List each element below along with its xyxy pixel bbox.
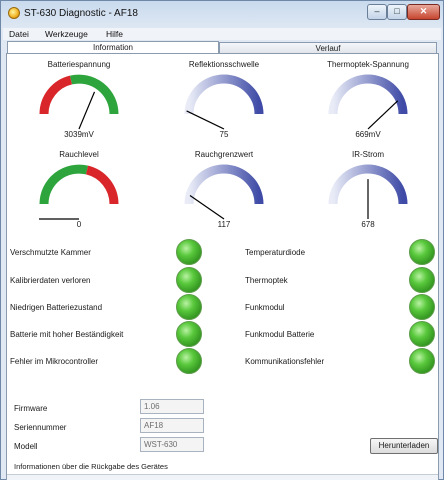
status-temperaturdiode: Temperaturdiode xyxy=(245,248,306,257)
led-batteriezustand-indicator xyxy=(176,294,202,320)
app-logo-icon xyxy=(8,7,20,19)
gauge-value: 75 xyxy=(219,130,229,139)
tab-information[interactable]: Information xyxy=(7,41,219,54)
return-info-panel xyxy=(7,474,438,480)
gauge-dial xyxy=(39,164,119,220)
led-temperaturdiode-indicator xyxy=(409,239,435,265)
gauge-value: 678 xyxy=(361,220,375,229)
gauge-reflektionsschwelle: Reflektionsschwelle 75 xyxy=(169,60,279,140)
gauge-value: 117 xyxy=(217,220,231,229)
gauge-value: 669mV xyxy=(355,130,381,139)
gauge-dial xyxy=(184,74,264,130)
led-thermoptek-indicator xyxy=(409,267,435,293)
maximize-button[interactable]: □ xyxy=(387,4,407,20)
modell-field: WST-630 xyxy=(140,437,204,452)
led-bestaendigkeit-indicator xyxy=(176,321,202,347)
gauge-needle xyxy=(78,91,96,130)
information-panel: Batteriespannung 3039mV Reflektionsschwe… xyxy=(6,53,439,480)
gauge-needle xyxy=(367,100,399,130)
gauge-dial xyxy=(328,74,408,130)
seriennummer-label: Seriennummer xyxy=(14,423,67,432)
status-batterie-hohe-bestaendigkeit: Batterie mit hoher Beständigkeit xyxy=(10,330,124,339)
gauge-batteriespannung: Batteriespannung 3039mV xyxy=(24,60,134,140)
led-funkmodul-indicator xyxy=(409,294,435,320)
menu-datei[interactable]: Datei xyxy=(9,29,29,39)
gauge-label: Thermoptek-Spannung xyxy=(327,60,409,69)
gauge-label: Rauchlevel xyxy=(59,150,99,159)
gauge-value: 3039mV xyxy=(64,130,94,139)
status-verschmutzte-kammer: Verschmutzte Kammer xyxy=(10,248,91,257)
seriennummer-field: AF18 xyxy=(140,418,204,433)
status-fehler-mikrocontroller: Fehler im Mikrocontroller xyxy=(10,357,99,366)
menu-bar: Datei Werkzeuge Hilfe xyxy=(3,28,441,40)
led-mikrocontroller-indicator xyxy=(176,348,202,374)
menu-werkzeuge[interactable]: Werkzeuge xyxy=(45,29,88,39)
led-verschmutzte-kammer-indicator xyxy=(176,239,202,265)
status-funkmodul-batterie: Funkmodul Batterie xyxy=(245,330,315,339)
modell-label: Modell xyxy=(14,442,38,451)
firmware-label: Firmware xyxy=(14,404,48,413)
gauge-rauchlevel: Rauchlevel 0 xyxy=(24,150,134,230)
download-button[interactable]: Herunterladen xyxy=(370,438,438,454)
status-kalibrierdaten-verloren: Kalibrierdaten verloren xyxy=(10,276,91,285)
gauge-dial xyxy=(328,164,408,219)
firmware-field: 1.06 xyxy=(140,399,204,414)
gauge-dial xyxy=(184,164,264,220)
gauge-label: IR-Strom xyxy=(352,150,384,159)
gauge-ir-strom: IR-Strom 678 xyxy=(313,150,423,230)
title-bar[interactable]: ST-630 Diagnostic - AF18 – □ ✕ xyxy=(1,1,443,28)
menu-hilfe[interactable]: Hilfe xyxy=(106,29,124,39)
gauge-dial xyxy=(39,74,119,130)
close-button[interactable]: ✕ xyxy=(407,4,440,20)
led-kalibrierdaten-indicator xyxy=(176,267,202,293)
gauge-label: Reflektionsschwelle xyxy=(188,60,260,69)
gauge-thermoptek-spannung: Thermoptek-Spannung 669mV xyxy=(313,60,423,140)
gauge-rauchgrenzwert: Rauchgrenzwert 117 xyxy=(169,150,279,230)
led-funkmodul-batterie-indicator xyxy=(409,321,435,347)
gauge-label: Batteriespannung xyxy=(47,60,111,69)
minimize-button[interactable]: – xyxy=(367,4,387,20)
gauge-value: 0 xyxy=(76,220,82,229)
gauge-label: Rauchgrenzwert xyxy=(194,150,254,159)
gauge-needle xyxy=(186,110,225,130)
return-info-text: Informationen über die Rückgabe des Gerä… xyxy=(14,462,168,471)
window-title: ST-630 Diagnostic - AF18 xyxy=(24,8,138,19)
status-thermoptek: Thermoptek xyxy=(245,276,288,285)
status-funkmodul: Funkmodul xyxy=(245,303,285,312)
led-kommunikation-indicator xyxy=(409,348,435,374)
status-niedrigen-batteriezustand: Niedrigen Batteriezustand xyxy=(10,303,103,312)
status-kommunikationsfehler: Kommunikationsfehler xyxy=(245,357,325,366)
gauge-needle xyxy=(189,195,225,220)
